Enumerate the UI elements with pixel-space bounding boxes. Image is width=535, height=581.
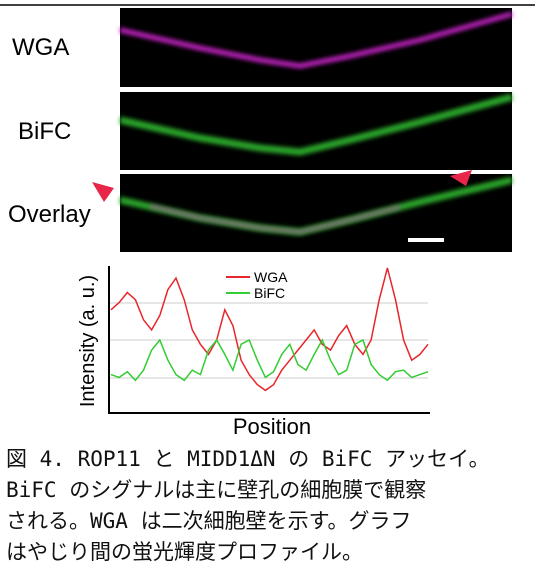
x-axis-label: Position xyxy=(233,414,311,439)
scale-bar xyxy=(408,238,444,242)
wga-image xyxy=(120,8,512,87)
caption-line: される。WGA は二次細胞壁を示す。グラフ xyxy=(6,509,411,533)
panel-label: Overlay xyxy=(8,201,91,228)
caption-line: BiFC のシグナルは主に壁孔の細胞膜で観察 xyxy=(6,478,426,502)
grid xyxy=(110,302,428,379)
overlay-magenta xyxy=(149,204,401,234)
arrowhead-right xyxy=(450,170,472,186)
legend-label: BiFC xyxy=(254,285,285,301)
bifc-signal xyxy=(119,93,513,156)
bifc-image xyxy=(120,92,512,170)
y-axis-label: Intensity (a. u.) xyxy=(77,275,99,407)
panel-label: WGA xyxy=(12,34,69,61)
caption-line: 図 4. ROP11 と MIDD1ΔN の BiFC アッセイ。 xyxy=(6,447,490,471)
panel-label: BiFC xyxy=(18,118,71,145)
profile-line xyxy=(110,267,429,392)
profile-line xyxy=(110,338,429,382)
caption-line: はやじり間の蛍光輝度プロファイル。 xyxy=(6,540,363,564)
wga-signal xyxy=(119,11,513,69)
arrowhead-left xyxy=(92,182,114,202)
legend-label: WGA xyxy=(254,269,288,285)
